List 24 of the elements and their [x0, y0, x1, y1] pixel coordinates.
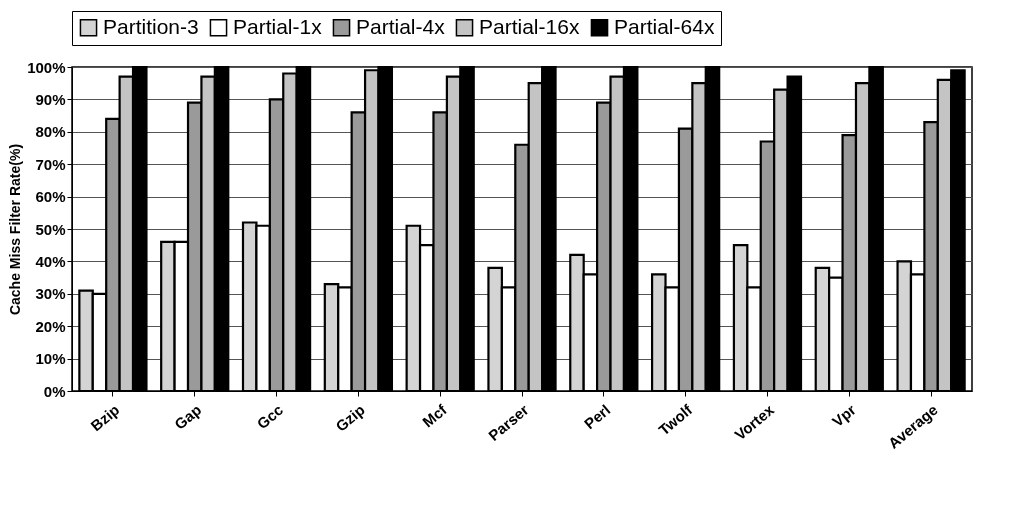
y-tick-label: 90%: [35, 90, 66, 108]
legend-label: Partition-3: [103, 14, 199, 38]
y-axis-title: Cache Miss Filter Rate(%): [7, 143, 24, 316]
y-tick-label: 60%: [35, 188, 66, 206]
legend-label: Partial-1x: [233, 14, 323, 38]
y-tick-label: 50%: [35, 220, 66, 238]
x-tick-label: Mcf: [419, 400, 451, 431]
y-tick-label: 30%: [35, 285, 66, 303]
y-tick-label: 80%: [35, 123, 66, 141]
legend-label: Partial-16x: [479, 14, 580, 38]
y-tick-label: 100%: [27, 58, 66, 76]
y-tick-label: 20%: [35, 317, 66, 335]
y-tick-label: 70%: [35, 155, 66, 173]
x-tick-label: Gcc: [253, 400, 287, 433]
x-tick-label: Gzip: [332, 400, 369, 435]
y-tick-label: 10%: [35, 350, 66, 368]
y-tick-label: 40%: [35, 252, 66, 270]
x-tick-label: Bzip: [87, 400, 123, 435]
legend-label: Partial-4x: [356, 14, 446, 38]
x-tick-label: Perl: [580, 400, 614, 433]
x-tick-label: Gap: [171, 400, 205, 433]
y-tick-label: 0%: [43, 382, 66, 400]
legend-label: Partial-64x: [614, 14, 715, 38]
x-tick-label: Vpr: [828, 400, 860, 431]
